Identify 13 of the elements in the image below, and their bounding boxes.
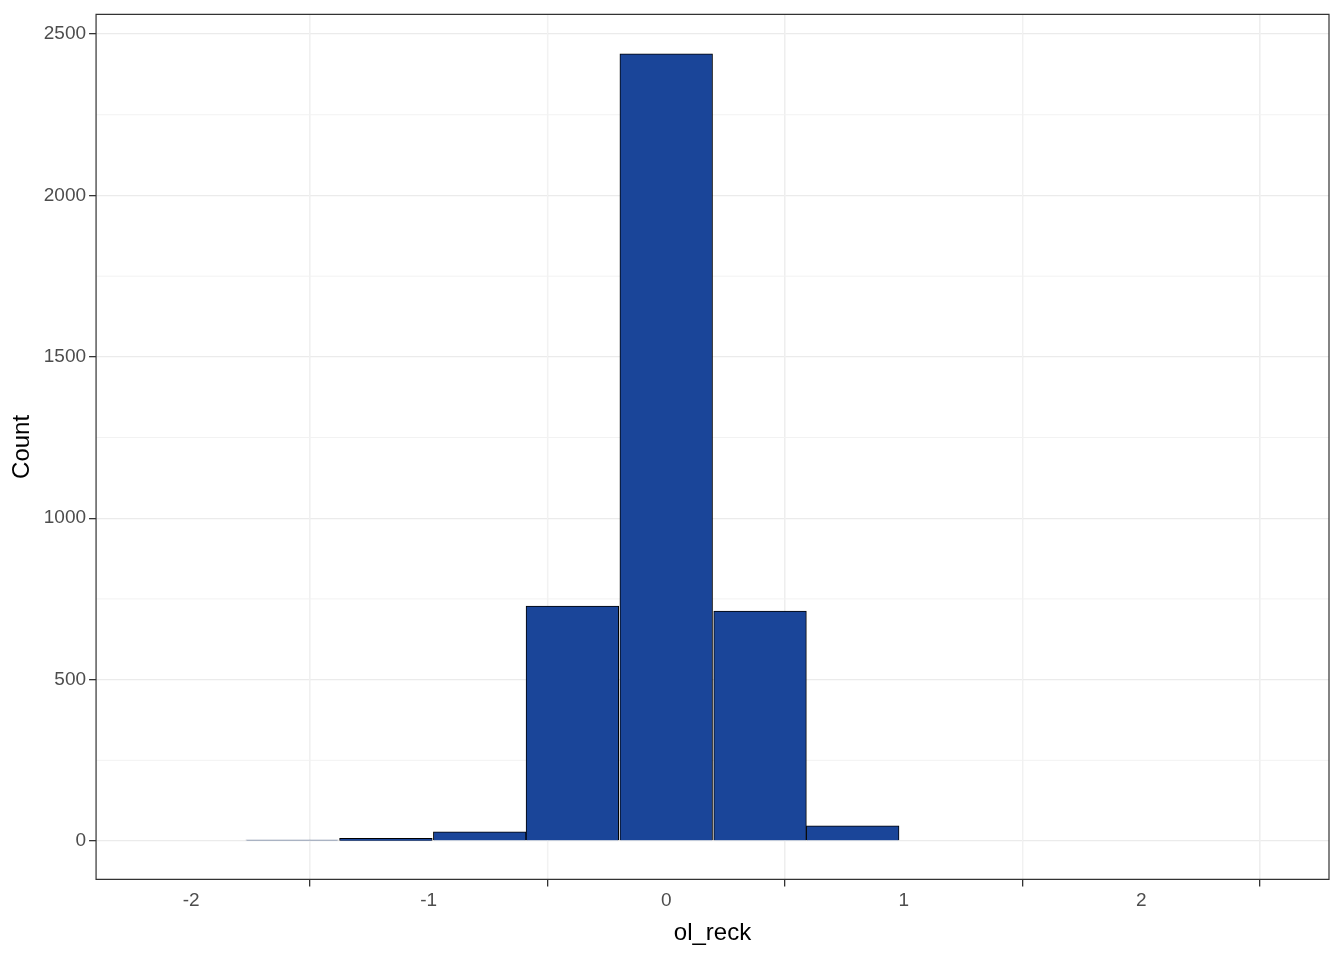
x-tick-label: 0 [660, 889, 672, 911]
y-tick-label: 2500 [43, 22, 87, 44]
x-tick-label: -1 [420, 889, 438, 911]
y-tick-label: 1000 [43, 506, 87, 528]
y-tick-label: 500 [54, 667, 87, 689]
x-tick-label: -2 [182, 889, 200, 911]
x-axis-title: ol_reck [673, 918, 753, 946]
x-tick-label: 1 [898, 889, 910, 911]
y-tick-label: 1500 [43, 345, 87, 367]
x-tick-label: 2 [1136, 889, 1147, 911]
y-tick-label: 2000 [43, 183, 87, 205]
y-axis-title: Count [7, 414, 35, 479]
y-tick-label: 0 [75, 829, 87, 851]
